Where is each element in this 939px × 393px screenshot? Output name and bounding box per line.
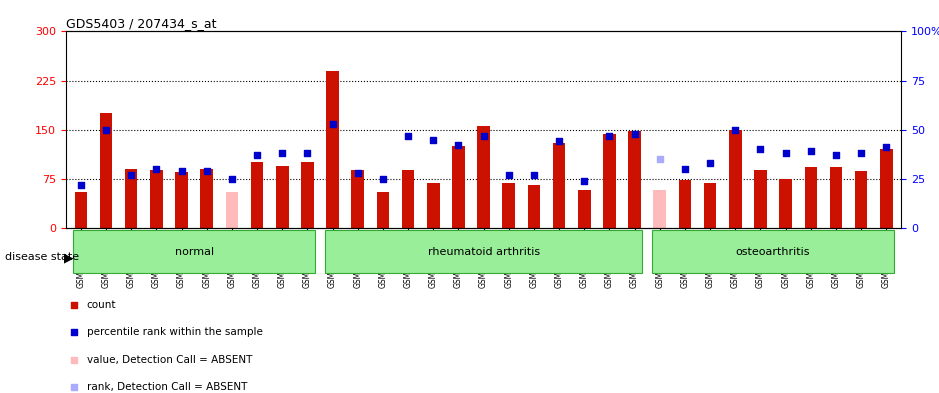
Bar [326,71,339,228]
Point [300,150,315,156]
Point [401,132,416,139]
Bar [301,162,314,228]
Point [577,178,592,184]
Point [451,142,466,149]
Bar [603,134,616,228]
Point [149,166,164,172]
Text: GDS5403 / 207434_s_at: GDS5403 / 207434_s_at [66,17,216,30]
Point [552,35,567,41]
Bar [704,184,716,228]
Text: count: count [86,300,116,310]
Point [527,172,542,178]
Point [828,152,843,158]
Bar [427,184,439,228]
Bar [779,179,792,228]
Point [653,156,668,162]
Point [73,182,88,188]
Point [174,168,189,174]
Text: percentile rank within the sample: percentile rank within the sample [86,327,263,338]
Bar [452,146,465,228]
Text: rheumatoid arthritis: rheumatoid arthritis [427,246,540,257]
Point [501,172,516,178]
Text: rank, Detection Call = ABSENT: rank, Detection Call = ABSENT [86,382,247,393]
Point [627,130,642,137]
Point [677,166,692,172]
Point [602,132,617,139]
Bar [628,131,641,228]
FancyBboxPatch shape [73,230,315,273]
Point [728,127,743,133]
Text: value, Detection Call = ABSENT: value, Detection Call = ABSENT [86,355,252,365]
Text: disease state: disease state [5,252,79,263]
Text: normal: normal [175,246,214,257]
Bar [553,143,565,228]
Bar [754,170,767,228]
Point [275,150,290,156]
Bar [477,127,490,228]
Point [854,150,869,156]
Bar [225,192,239,228]
Point [551,138,566,145]
Bar [176,172,188,228]
Point [753,146,768,152]
Point [376,176,391,182]
Point [199,168,214,174]
Bar [100,113,113,228]
Bar [805,167,817,228]
Point [325,121,340,127]
Point [224,176,239,182]
Point [552,285,567,291]
Text: ▶: ▶ [64,251,73,264]
Bar [351,170,364,228]
Bar [377,192,389,228]
Bar [251,162,263,228]
Point [425,136,440,143]
Bar [528,185,540,228]
Bar [402,170,414,228]
Bar [502,184,516,228]
Bar [679,180,691,228]
Point [879,144,894,151]
Text: osteoarthritis: osteoarthritis [736,246,810,257]
Point [476,132,491,139]
Bar [854,171,868,228]
Bar [74,192,87,228]
Point [350,170,365,176]
Point [124,172,139,178]
FancyBboxPatch shape [325,230,642,273]
Point [803,148,818,154]
Bar [150,170,162,228]
Point [99,127,114,133]
FancyBboxPatch shape [653,230,894,273]
Point [250,152,265,158]
Bar [830,167,842,228]
Bar [125,169,137,228]
Point [702,160,717,166]
Bar [880,149,893,228]
Bar [729,130,742,228]
Bar [276,166,288,228]
Bar [578,190,591,228]
Bar [654,190,666,228]
Bar [200,169,213,228]
Point [778,150,793,156]
